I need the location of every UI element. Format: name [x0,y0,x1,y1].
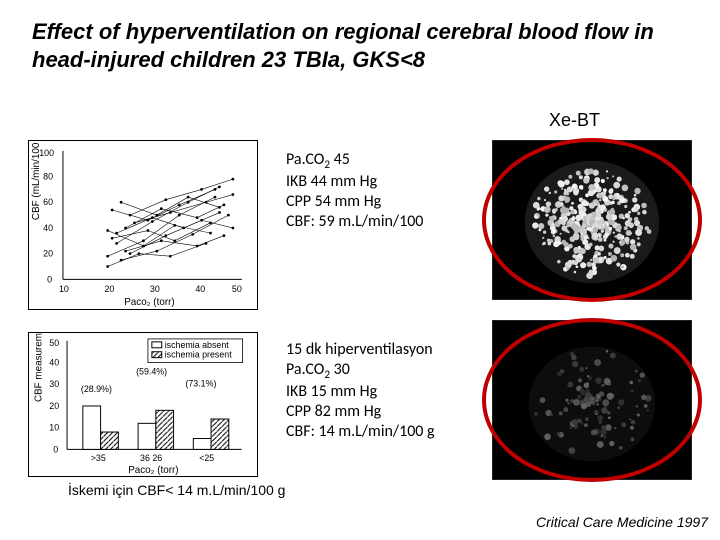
svg-text:50: 50 [232,284,242,294]
citation: Critical Care Medicine 1997 [536,514,708,530]
svg-text:10: 10 [59,284,69,294]
svg-text:(28.9%): (28.9%) [81,384,112,394]
baseline-params: Pa.CO2 45 IKB 44 mm Hg CPP 54 mm Hg CBF:… [286,150,423,232]
svg-text:60: 60 [43,197,53,207]
svg-text:20: 20 [49,401,59,411]
svg-text:0: 0 [53,444,58,454]
svg-text:CBF (mL/min/100 g): CBF (mL/min/100 g) [31,141,42,220]
svg-text:30: 30 [49,379,59,389]
svg-text:40: 40 [195,284,205,294]
svg-text:CBF measurements: CBF measurements [33,333,44,402]
ischemia-bar-chart: 0 10 20 30 40 50 CBF measurements ischem… [28,332,258,477]
param-line: CBF: 14 m.L/min/100 g [286,422,435,442]
param-line: Pa.CO2 45 [286,150,423,172]
svg-text:80: 80 [43,172,53,182]
xebt-label: Xe-BT [549,110,600,131]
hypervent-params: 15 dk hiperventilasyon Pa.CO2 30 IKB 15 … [286,340,435,442]
svg-text:ischemia absent: ischemia absent [165,340,230,350]
svg-text:10: 10 [49,423,59,433]
slide-title: Effect of hyperventilation on regional c… [32,18,688,73]
svg-text:(73.1%): (73.1%) [185,378,216,388]
param-line: Pa.CO2 30 [286,360,435,382]
svg-text:40: 40 [49,358,59,368]
param-line: CPP 82 mm Hg [286,402,435,422]
svg-text:20: 20 [43,249,53,259]
svg-text:Paco₂ (torr): Paco₂ (torr) [124,297,174,308]
param-line: 15 dk hiperventilasyon [286,340,435,360]
svg-text:Paco₂ (torr): Paco₂ (torr) [128,465,178,476]
svg-text:0: 0 [47,274,52,284]
param-line: IKB 44 mm Hg [286,172,423,192]
ischemia-threshold-note: İskemi için CBF< 14 m.L/min/100 g [68,482,285,498]
cbf-line-chart: 0 20 40 60 80 100 10 20 30 40 50 Paco₂ (… [28,140,258,310]
svg-text:<25: <25 [199,453,214,463]
svg-text:(59.4%): (59.4%) [136,366,167,376]
param-line: CBF: 59 m.L/min/100 [286,212,423,232]
svg-text:ischemia present: ischemia present [165,350,233,360]
highlight-ellipse-bottom [482,318,702,482]
highlight-ellipse-top [482,138,702,302]
param-line: CPP 54 mm Hg [286,192,423,212]
param-line: IKB 15 mm Hg [286,382,435,402]
svg-text:40: 40 [43,223,53,233]
svg-text:>35: >35 [91,453,106,463]
svg-text:36 26: 36 26 [140,453,162,463]
svg-text:20: 20 [104,284,114,294]
svg-text:30: 30 [150,284,160,294]
svg-text:50: 50 [49,338,59,348]
